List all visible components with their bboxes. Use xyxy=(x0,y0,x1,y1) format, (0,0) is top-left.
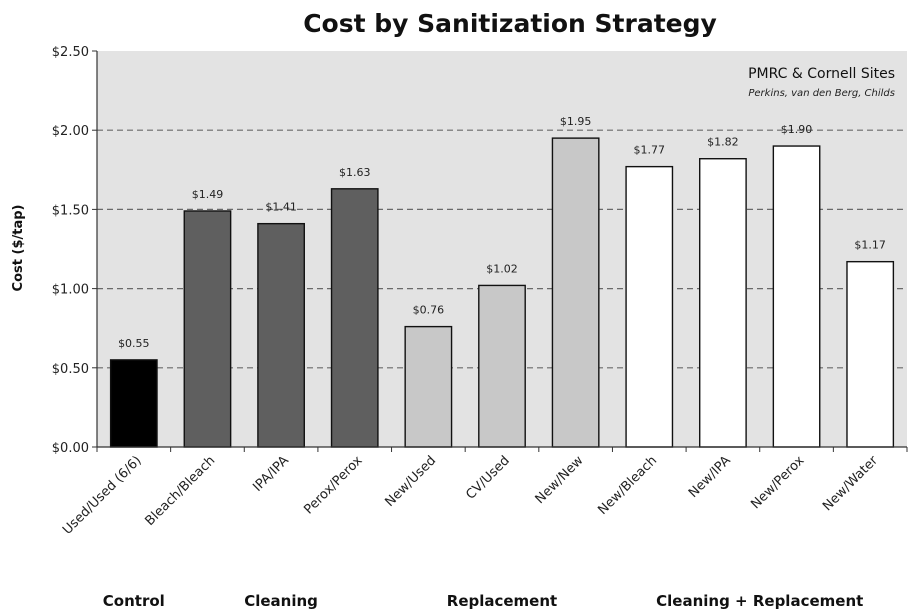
x-tick-label: IPA/IPA xyxy=(250,453,292,495)
bar xyxy=(846,260,895,448)
data-label: $1.41 xyxy=(265,201,297,214)
x-tick-label: CV/Used xyxy=(463,453,512,502)
data-label: $1.90 xyxy=(781,123,813,136)
x-tick-label: Bleach/Bleach xyxy=(143,453,219,529)
bar xyxy=(257,222,305,448)
bar xyxy=(183,210,232,448)
bar xyxy=(699,158,747,448)
x-tick-label: New/Used xyxy=(382,453,439,510)
data-label: $1.63 xyxy=(339,166,371,179)
bars: $0.55 $1.49 $1.41 $1.63 $0.76 $1.02 $1.95 $1.77… xyxy=(109,115,895,448)
bar xyxy=(772,145,821,448)
group-label: Control xyxy=(103,592,165,610)
y-tick-label: $2.00 xyxy=(52,124,89,139)
x-tick-label: New/Water xyxy=(820,453,881,514)
data-label: $1.02 xyxy=(486,262,518,275)
x-axis: Used/Used (6/6)Bleach/Bleach IPA/IPA Perox… xyxy=(60,446,908,538)
y-tick-label: $1.00 xyxy=(52,283,89,298)
bar xyxy=(330,188,379,448)
chart-title: Cost by Sanitization Strategy xyxy=(303,9,717,38)
data-label: $1.95 xyxy=(560,115,592,128)
y-tick-label: $1.50 xyxy=(52,203,89,218)
y-axis-label: Cost ($/tap) xyxy=(11,205,26,292)
data-label: $0.76 xyxy=(413,304,445,317)
x-tick-label: New/IPA xyxy=(686,453,734,501)
data-label: $1.17 xyxy=(854,239,886,252)
y-tick-label: $0.50 xyxy=(52,362,89,377)
x-tick-label: Perox/Perox xyxy=(301,453,365,517)
x-tick-label: New/Perox xyxy=(748,453,807,512)
bar xyxy=(478,284,526,448)
group-label: Cleaning xyxy=(244,592,318,610)
bar xyxy=(551,137,600,448)
x-tick-label: New/Bleach xyxy=(595,453,660,518)
data-label: $1.49 xyxy=(192,188,224,201)
y-tick-label: $0.00 xyxy=(52,441,89,456)
bar xyxy=(625,165,674,448)
bar xyxy=(109,359,158,448)
annotation-authors: Perkins, van den Berg, Childs xyxy=(748,88,895,99)
x-tick-label: Used/Used (6/6) xyxy=(60,453,145,538)
group-label: Cleaning + Replacement xyxy=(656,592,863,610)
x-tick-label: New/New xyxy=(533,453,587,507)
y-axis: $0.00 $0.50 $1.00 $1.50 $2.00 $2.50 xyxy=(52,45,98,456)
bar xyxy=(404,325,453,448)
data-label: $1.77 xyxy=(634,144,666,157)
data-label: $1.82 xyxy=(707,136,739,149)
group-label: Replacement xyxy=(447,592,557,610)
annotation-sites: PMRC & Cornell Sites xyxy=(748,66,895,82)
category-groups: Control Cleaning Replacement Cleaning + Rep… xyxy=(103,592,863,610)
data-label: $0.55 xyxy=(118,337,150,350)
y-tick-label: $2.50 xyxy=(52,45,89,60)
